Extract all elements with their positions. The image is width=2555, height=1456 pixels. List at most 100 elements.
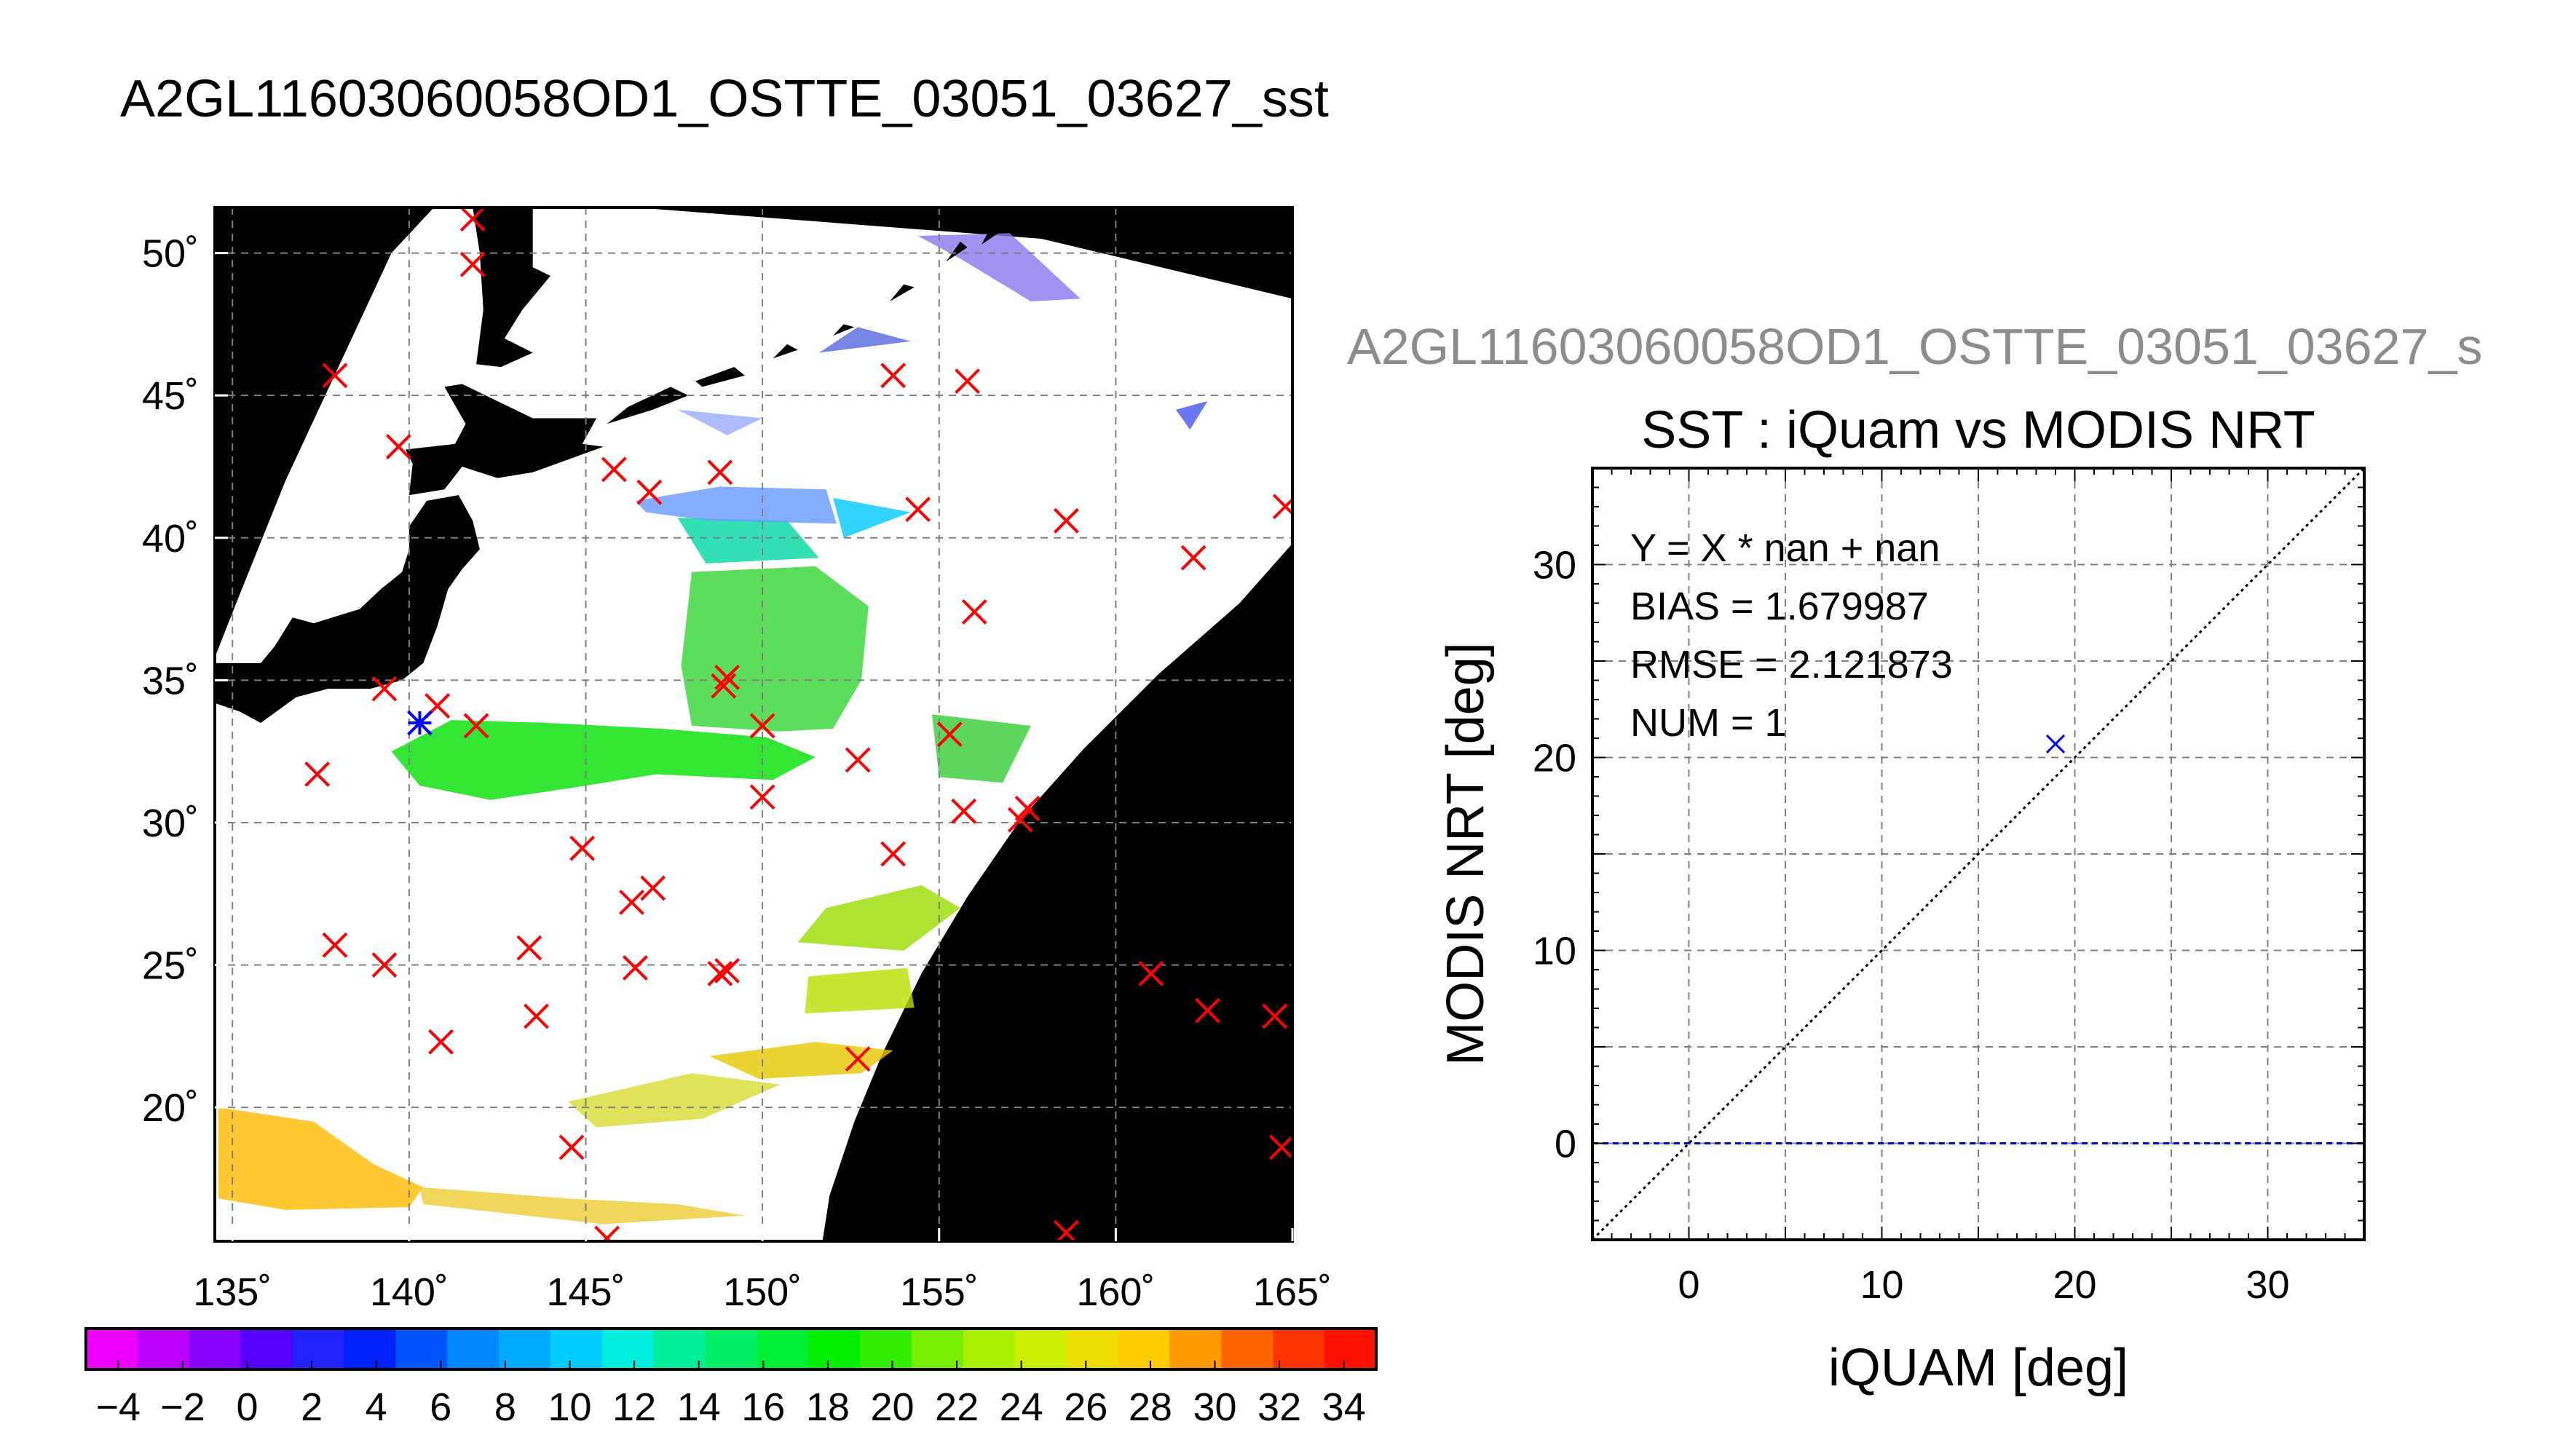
scatter-stat-rmse: RMSE = 2.121873	[1630, 643, 1953, 687]
scatter-y-tick-label: 10	[1533, 930, 1576, 973]
scatter-frame	[1591, 467, 2366, 1241]
land-kuril-7	[982, 224, 1003, 245]
map-y-tick-label: 25˚	[142, 944, 199, 988]
colorbar-bin	[1014, 1329, 1067, 1369]
land-kuril-1	[607, 387, 689, 424]
colorbar-bin	[1118, 1329, 1171, 1369]
colorbar-bin	[86, 1329, 138, 1369]
matchup-marker	[1138, 960, 1164, 986]
scatter-file-header: A2GL11603060058OD1_OSTTE_03051_03627_s	[1347, 318, 2482, 375]
matchup-marker	[371, 952, 398, 978]
map-x-tick-label: 165˚	[1253, 1270, 1332, 1314]
matchup-marker	[1007, 807, 1033, 833]
colorbar-tick-label: 26	[1064, 1385, 1107, 1429]
scatter-y-tick-label: 0	[1555, 1123, 1576, 1166]
colorbar-tick-label: −2	[160, 1385, 205, 1429]
map-x-tick-label: 140˚	[370, 1270, 449, 1314]
matchup-marker	[707, 459, 733, 486]
colorbar-bin	[395, 1329, 448, 1369]
land-kuril-6	[946, 241, 968, 262]
sst-patch-0	[391, 720, 816, 800]
colorbar-bin	[1066, 1329, 1119, 1369]
colorbar-tick-label: 6	[430, 1385, 451, 1429]
colorbar-bin	[912, 1329, 964, 1369]
colorbar-tick-label: 22	[935, 1385, 979, 1429]
matchup-marker	[845, 1046, 871, 1072]
map-y-tick-label: 30˚	[142, 802, 199, 845]
colorbar-bin	[705, 1329, 758, 1369]
scatter-stat-num: NUM = 1	[1630, 701, 1787, 745]
map-x-tick-label: 160˚	[1076, 1270, 1155, 1314]
matchup-marker	[951, 798, 977, 824]
scatter-x-tick-label: 10	[1860, 1263, 1903, 1307]
scatter-x-axis-label: iQUAM [deg]	[1828, 1339, 2128, 1397]
colorbar-bin	[550, 1329, 603, 1369]
scatter-x-tick-label: 20	[2053, 1263, 2096, 1307]
sst-patch-11	[419, 1187, 745, 1224]
matchup-marker	[304, 761, 331, 787]
colorbar-tick-label: 4	[366, 1385, 387, 1429]
colorbar-tick-label: 30	[1193, 1385, 1236, 1429]
colorbar-tick-label: 12	[612, 1385, 656, 1429]
matchup-marker	[459, 251, 486, 277]
sst-patch-7	[805, 968, 915, 1014]
scatter-point	[2045, 734, 2066, 754]
matchup-marker	[1054, 507, 1079, 534]
matchup-marker	[619, 890, 645, 915]
colorbar-bin	[1221, 1329, 1273, 1369]
colorbar-bin	[1169, 1329, 1222, 1369]
map-y-tick-label: 20˚	[142, 1086, 199, 1130]
map-y-tick-label: 50˚	[142, 232, 199, 276]
colorbar-tick-label: 34	[1322, 1385, 1366, 1429]
map-y-tick-label: 45˚	[142, 374, 199, 418]
matchup-marker	[1272, 494, 1292, 520]
map-x-tick-label: 135˚	[193, 1270, 272, 1314]
matchup-marker	[880, 841, 907, 867]
matchup-marker	[524, 1003, 549, 1029]
matchup-marker	[1014, 795, 1040, 821]
sst-patch-9	[568, 1073, 781, 1128]
map-x-tick-label: 145˚	[546, 1270, 625, 1314]
colorbar-bin	[292, 1329, 344, 1369]
matchup-marker	[714, 665, 741, 690]
matchup-marker	[707, 960, 733, 986]
sst-patch-13	[818, 327, 911, 353]
colorbar-bin	[653, 1329, 706, 1369]
land-kuril-3	[773, 344, 798, 359]
map-y-tick-label: 40˚	[142, 517, 199, 561]
scatter-stat-fit: Y = X * nan + nan	[1630, 526, 1940, 570]
matchup-marker	[558, 1134, 585, 1160]
map-x-tick-label: 155˚	[900, 1270, 979, 1314]
colorbar-tick-label: 10	[548, 1385, 591, 1429]
scatter-y-tick-label: 20	[1533, 737, 1576, 780]
colorbar-bin	[860, 1329, 912, 1369]
colorbar-bin	[1273, 1329, 1325, 1369]
matchup-marker	[905, 496, 931, 523]
matchup-marker	[371, 676, 398, 702]
sst-patch-4	[833, 498, 911, 538]
matchup-marker	[711, 673, 737, 699]
colorbar-tick-label: 18	[806, 1385, 850, 1429]
sst-colorbar: −4 −2 0 2 4 6 8 10 12 14 16 18 20 22 24 26 28 30 32 34	[84, 1327, 1378, 1429]
scatter-one-to-one	[1591, 467, 2366, 1241]
matchup-marker	[880, 363, 907, 389]
matchup-marker	[385, 434, 411, 460]
colorbar-tick-label: 32	[1257, 1385, 1301, 1429]
matchup-marker	[936, 721, 963, 748]
land-honshu	[215, 495, 480, 723]
land-kuril-5	[889, 284, 915, 302]
map-frame	[213, 206, 1294, 1243]
sst-patch-6	[797, 885, 960, 951]
colorbar-bin	[1324, 1329, 1377, 1369]
scatter-plot: SST : iQuam vs MODIS NRT 0 10 20 30 0 10 20 30 iQ…	[1437, 401, 2366, 1397]
colorbar-bin	[447, 1329, 499, 1369]
colorbar-tick-label: 20	[870, 1385, 914, 1429]
matchup-marker	[407, 710, 433, 736]
matchup-marker	[955, 368, 980, 395]
scatter-y-axis-label: MODIS NRT [deg]	[1437, 642, 1495, 1066]
matchup-marker	[640, 875, 666, 901]
sst-patch-14	[1175, 401, 1208, 430]
land-kuril-2	[695, 367, 745, 387]
land-hokkaido	[406, 384, 604, 496]
